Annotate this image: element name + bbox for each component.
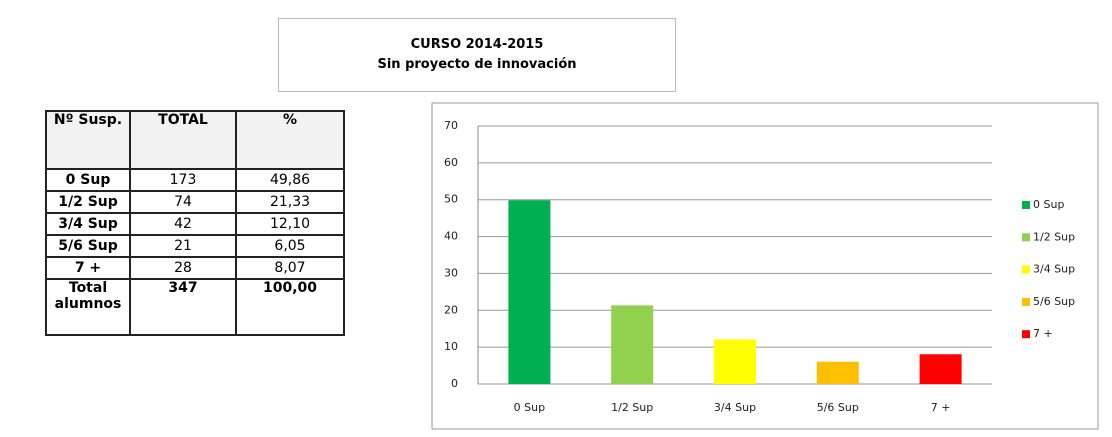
title-line: Sin proyecto de innovación bbox=[377, 57, 577, 72]
bar bbox=[919, 354, 962, 384]
header-row: Nº Susp. TOTAL % bbox=[45, 110, 345, 170]
table-row: 0 Sup 173 49,86 bbox=[45, 168, 345, 192]
table-cell: 173 bbox=[129, 168, 237, 192]
table-cell: 42 bbox=[129, 212, 237, 236]
table-cell: 1/2 Sup bbox=[45, 190, 131, 214]
table-row: 7 +28 8,07 bbox=[45, 256, 345, 280]
table-row: Total alumnos 347 100,00 bbox=[45, 278, 345, 336]
table-row: 3/4 Sup 42 12,10 bbox=[45, 212, 345, 236]
table-cell: 5/6 Sup bbox=[45, 234, 131, 258]
x-tick-label: 5/6 Sup bbox=[817, 401, 859, 414]
y-tick-label: 20 bbox=[444, 303, 458, 316]
y-tick-label: 60 bbox=[444, 156, 458, 169]
legend-swatch bbox=[1022, 330, 1030, 339]
y-tick-label: 10 bbox=[444, 340, 458, 353]
bar bbox=[714, 339, 756, 384]
x-tick-label: 3/4 Sup bbox=[714, 401, 756, 414]
header-cell: % bbox=[235, 110, 345, 170]
legend-label: 5/6 Sup bbox=[1033, 295, 1075, 308]
table-cell: Total alumnos bbox=[45, 278, 131, 336]
bar bbox=[611, 305, 654, 384]
table-cell: 21,33 bbox=[235, 190, 345, 214]
bar bbox=[508, 200, 551, 384]
table-cell: 347 bbox=[129, 278, 237, 336]
table-cell: 21 bbox=[129, 234, 237, 258]
table-cell: 7 + bbox=[45, 256, 131, 280]
chart-frame bbox=[431, 102, 1099, 430]
legend-label: 3/4 Sup bbox=[1033, 263, 1075, 276]
table-row: 5/6 Sup 21 6,05 bbox=[45, 234, 345, 258]
table-cell: 28 bbox=[129, 256, 237, 280]
x-tick-label: 1/2 Sup bbox=[611, 401, 653, 414]
legend-swatch bbox=[1022, 265, 1030, 274]
table-cell: 74 bbox=[129, 190, 237, 214]
table-cell: 3/4 Sup bbox=[45, 212, 131, 236]
x-tick-label: 0 Sup bbox=[514, 401, 545, 414]
table-cell: 0 Sup bbox=[45, 168, 131, 192]
legend-swatch bbox=[1022, 201, 1030, 209]
table-cell: 12,10 bbox=[235, 212, 345, 236]
table-cell: 100,00 bbox=[235, 278, 345, 336]
y-tick-label: 50 bbox=[444, 193, 458, 206]
header-cell: TOTAL bbox=[129, 110, 237, 170]
table-cell: 6,05 bbox=[235, 234, 345, 258]
x-tick-label: 7 + bbox=[931, 401, 951, 414]
y-tick-label: 70 bbox=[444, 119, 458, 132]
legend-swatch bbox=[1022, 297, 1030, 306]
table-cell: 8,07 bbox=[235, 256, 345, 280]
y-tick-label: 30 bbox=[444, 266, 458, 279]
legend-label: 0 Sup bbox=[1033, 198, 1064, 211]
legend-swatch bbox=[1022, 233, 1030, 242]
legend-label: 1/2 Sup bbox=[1033, 230, 1075, 243]
data-table: Nº Susp. TOTAL % 0 Sup 173 49,86 1/2 Sup 74 2… bbox=[45, 110, 345, 336]
y-tick-label: 0 bbox=[451, 377, 458, 390]
bar bbox=[816, 361, 859, 384]
table-cell: 49,86 bbox=[235, 168, 345, 192]
title-line: CURSO 2014-2015 bbox=[410, 37, 544, 52]
table-body: 0 Sup 173 49,86 1/2 Sup 74 21,33 3/4 Sup 42 12,1… bbox=[45, 168, 345, 336]
header-cell: Nº Susp. bbox=[45, 110, 131, 170]
y-tick-label: 40 bbox=[444, 230, 458, 243]
title-box: CURSO 2014-2015 Sin proyecto de innovaci… bbox=[278, 18, 676, 92]
table-row: 1/2 Sup 74 21,33 bbox=[45, 190, 345, 214]
legend-label: 7 + bbox=[1033, 327, 1053, 340]
